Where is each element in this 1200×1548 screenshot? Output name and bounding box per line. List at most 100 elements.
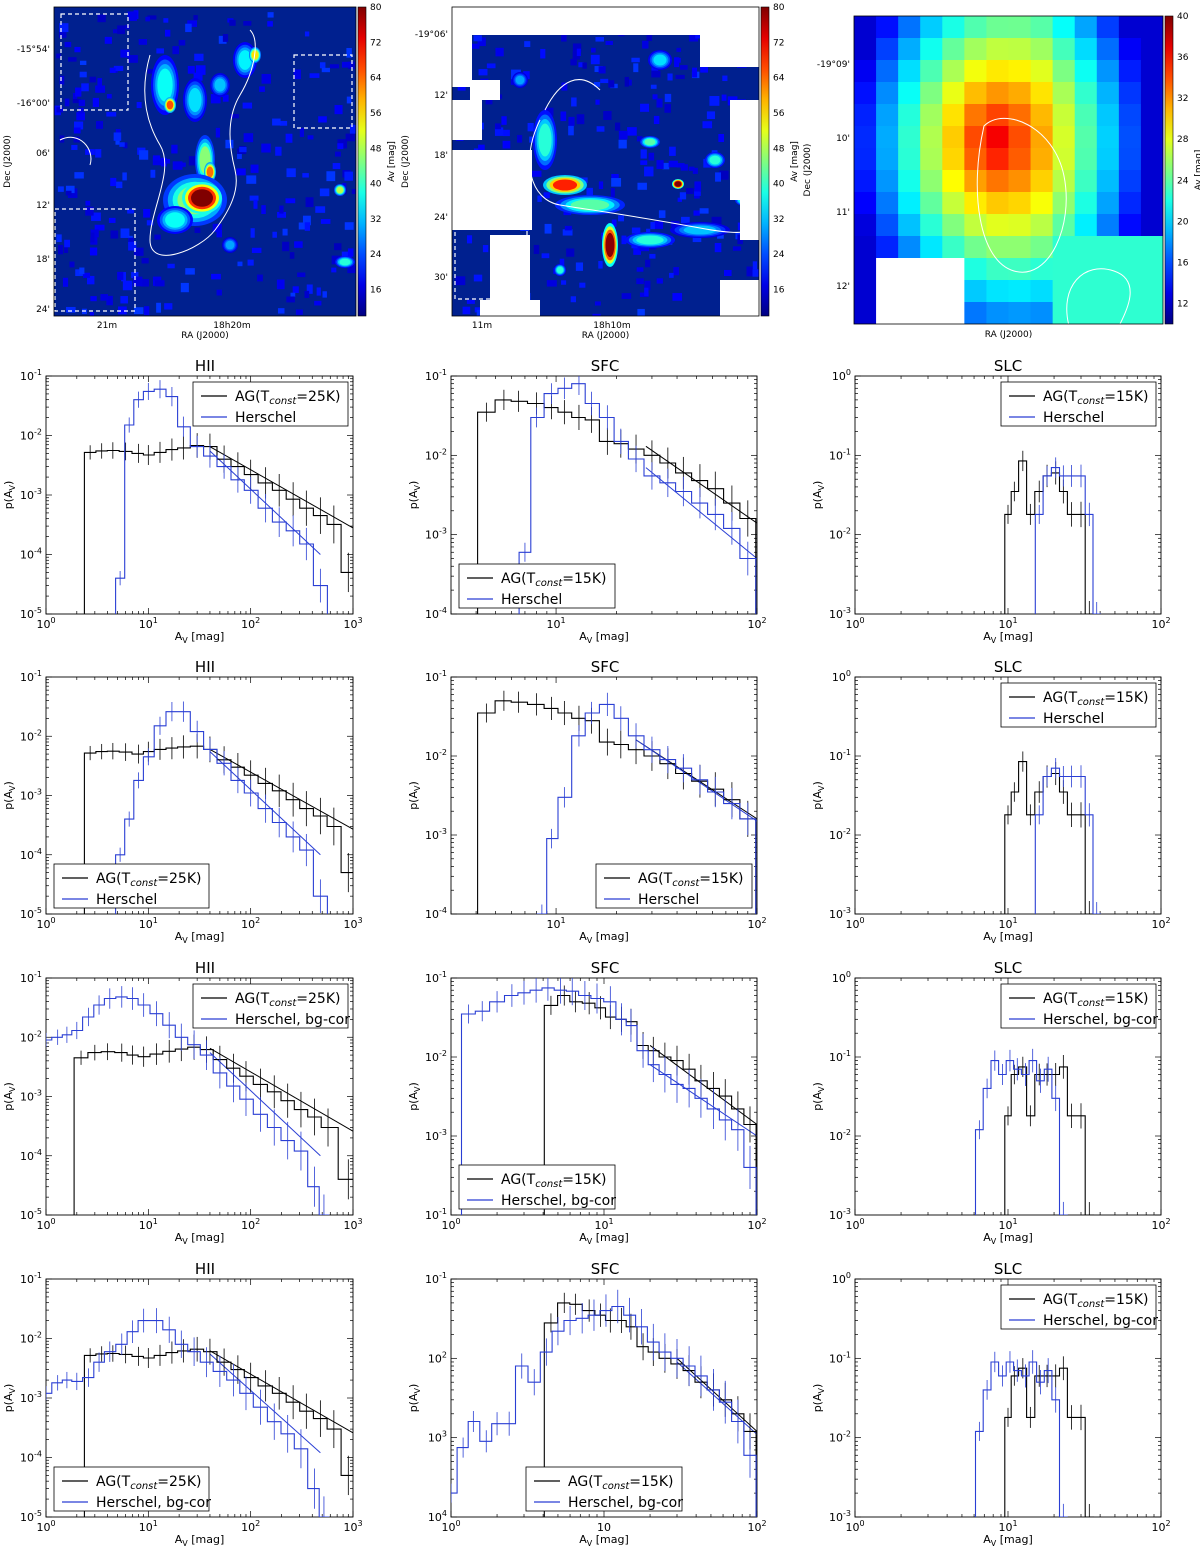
series-herschel-histogram xyxy=(1034,767,1101,914)
map-blob xyxy=(336,186,344,194)
map-noise xyxy=(246,175,257,184)
map-pixel xyxy=(898,236,921,259)
map-noise xyxy=(495,123,501,130)
map-noise xyxy=(56,107,64,113)
map-pixel xyxy=(942,170,965,193)
colorbar-tick-label: 56 xyxy=(370,109,382,119)
map-mask xyxy=(720,280,759,316)
y-tick-label: 10-3 xyxy=(829,906,851,921)
map-noise xyxy=(322,291,327,298)
map-pixel xyxy=(920,192,943,215)
x-tick-label: 103 xyxy=(343,616,362,631)
map-noise xyxy=(651,70,661,78)
map-noise xyxy=(637,182,647,190)
x-tick-label: 101 xyxy=(139,1519,158,1534)
y-tick-label: 100 xyxy=(832,1271,851,1286)
colorbar-tick-label: 28 xyxy=(1177,135,1189,145)
map-pixel xyxy=(1140,16,1163,39)
map-pixel xyxy=(1096,170,1120,193)
legend-label: Herschel, bg-cor xyxy=(568,1495,683,1511)
map-noise xyxy=(652,94,658,100)
map-noise xyxy=(298,222,307,230)
map-noise xyxy=(110,230,119,239)
pdf-panel: 100 101 102 10-3 10-2 10-1 100 SLC AV [mag] p(AV)… xyxy=(811,658,1171,945)
map-pixel xyxy=(854,148,877,171)
map-noise xyxy=(210,94,221,104)
map-pixel xyxy=(876,60,899,83)
map-pixel xyxy=(898,258,921,281)
x-tick-label: 102 xyxy=(241,1519,260,1534)
map-pixel xyxy=(898,16,921,39)
map-pixel xyxy=(1052,214,1076,237)
map-noise xyxy=(285,133,293,143)
map-noise xyxy=(694,181,702,192)
map-pixel xyxy=(1118,126,1142,149)
map-noise xyxy=(642,40,649,49)
map-noise xyxy=(611,177,622,187)
map-noise xyxy=(261,205,266,215)
map-noise xyxy=(603,111,612,120)
map-pixel xyxy=(964,258,987,281)
map-noise xyxy=(656,98,663,108)
plot-title: SFC xyxy=(591,1260,620,1278)
map-noise xyxy=(261,143,271,153)
map-noise xyxy=(752,269,759,277)
map-noise xyxy=(692,67,698,78)
map-noise xyxy=(572,43,582,53)
map-noise xyxy=(621,293,632,299)
map-noise xyxy=(717,234,724,239)
map-blob xyxy=(570,199,610,211)
map-noise xyxy=(277,211,287,218)
colorbar-label: Av [mag] xyxy=(790,141,800,182)
colorbar-tick-label: 16 xyxy=(773,286,785,296)
colorbar-tick-label: 72 xyxy=(370,38,381,48)
x-tick-label: 101 xyxy=(998,1217,1017,1232)
y-tick-label: 10-2 xyxy=(425,1049,447,1064)
map-noise xyxy=(544,223,552,234)
map-pixel xyxy=(1074,38,1098,61)
map-pixel xyxy=(986,16,1009,39)
map-pixel xyxy=(876,38,899,61)
map-pixel xyxy=(1008,16,1032,39)
map-noise xyxy=(147,15,157,20)
map-noise xyxy=(543,192,550,199)
y-tick-label: 10-3 xyxy=(20,487,42,502)
map-noise xyxy=(615,122,621,131)
map-pixel xyxy=(876,82,899,105)
map-pixel xyxy=(942,16,965,39)
legend-label: AG(Tconst=15K) xyxy=(1043,690,1148,708)
map-noise xyxy=(242,102,253,109)
map-pixel xyxy=(1118,148,1142,171)
map-pixel xyxy=(1030,302,1054,324)
map-noise xyxy=(123,142,128,149)
map-noise xyxy=(466,235,473,244)
map-blob xyxy=(636,235,664,245)
map-noise xyxy=(147,68,153,74)
colorbar-tick-label: 72 xyxy=(773,38,784,48)
map-noise xyxy=(675,74,685,80)
map-pixel xyxy=(920,214,943,237)
y-tick-label: 10-1 xyxy=(829,748,851,763)
series-ag-histogram xyxy=(1004,1066,1095,1215)
map-pixel xyxy=(854,16,877,39)
y-tick-label: 10-4 xyxy=(20,1148,42,1163)
map-pixel xyxy=(876,148,899,171)
map-ytick-label: 12' xyxy=(434,91,448,101)
map-pixel xyxy=(964,126,987,149)
map-pixel xyxy=(1030,60,1054,83)
map-xtick-label: 18h10m xyxy=(593,321,630,331)
legend: AG(Tconst=25K) Herschel xyxy=(192,381,349,427)
map-noise xyxy=(65,185,75,194)
map-noise xyxy=(164,158,170,164)
pdf-panel: 100 101 102 103 10-5 10-4 10-3 10-2 10-1 HII AV [m… xyxy=(2,658,363,945)
map-noise xyxy=(640,103,650,112)
map-noise xyxy=(222,94,229,102)
map-pixel xyxy=(1052,126,1076,149)
map-noise xyxy=(116,181,123,189)
map-noise xyxy=(89,247,98,256)
x-tick-label: 102 xyxy=(241,616,260,631)
y-tick-label: 103 xyxy=(428,1430,447,1445)
map-noise xyxy=(344,171,353,181)
legend-label: AG(Tconst=25K) xyxy=(235,991,340,1009)
